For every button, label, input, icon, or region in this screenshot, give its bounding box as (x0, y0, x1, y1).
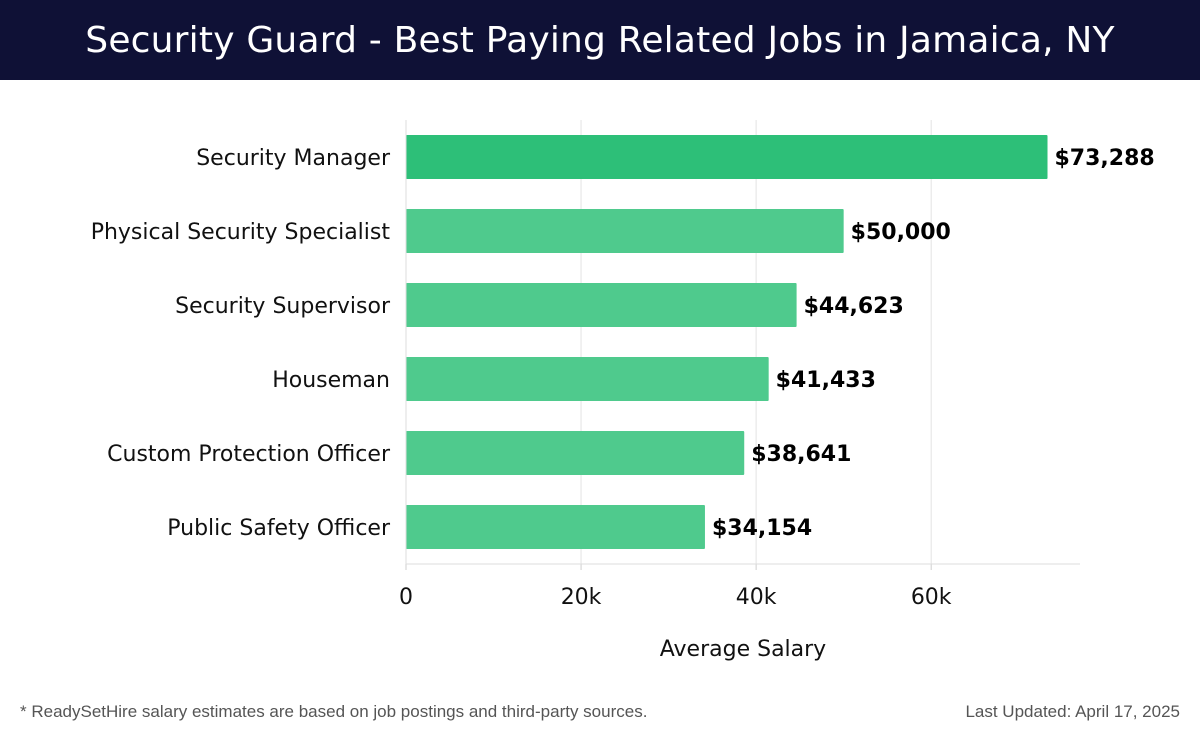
bar (406, 283, 797, 327)
value-label: $38,641 (751, 442, 851, 467)
value-labels: $73,288 $50,000 $44,623 $41,433 $38,641 $34,1… (712, 146, 1155, 541)
category-label: Security Supervisor (175, 294, 391, 319)
x-axis: 0 20k 40k 60k Average Salary (399, 120, 1080, 662)
x-axis-title: Average Salary (660, 637, 826, 662)
chart-title: Security Guard - Best Paying Related Job… (85, 19, 1115, 61)
bar (406, 209, 844, 253)
value-label: $41,433 (776, 368, 876, 393)
chart-header: Security Guard - Best Paying Related Job… (0, 0, 1200, 80)
value-label: $73,288 (1055, 146, 1155, 171)
last-updated: Last Updated: April 17, 2025 (965, 702, 1180, 721)
x-tick-label: 20k (561, 585, 602, 610)
bar-chart: Security Manager Physical Security Specia… (91, 120, 1155, 662)
category-label: Houseman (272, 368, 390, 393)
category-label: Security Manager (196, 146, 391, 171)
grid-lines (405, 120, 932, 564)
x-tick-label: 0 (399, 585, 413, 610)
footer-note: * ReadySetHire salary estimates are base… (20, 702, 648, 721)
x-tick-label: 40k (736, 585, 777, 610)
category-labels: Security Manager Physical Security Specia… (91, 146, 391, 541)
bar (406, 505, 705, 549)
value-label: $34,154 (712, 516, 812, 541)
category-label: Public Safety Officer (167, 516, 391, 541)
bar (406, 135, 1048, 179)
x-tick-label: 60k (911, 585, 952, 610)
bars (406, 135, 1048, 549)
value-label: $50,000 (851, 220, 951, 245)
category-label: Custom Protection Officer (107, 442, 391, 467)
value-label: $44,623 (804, 294, 904, 319)
category-label: Physical Security Specialist (91, 220, 391, 245)
bar (406, 431, 745, 475)
bar (406, 357, 769, 401)
